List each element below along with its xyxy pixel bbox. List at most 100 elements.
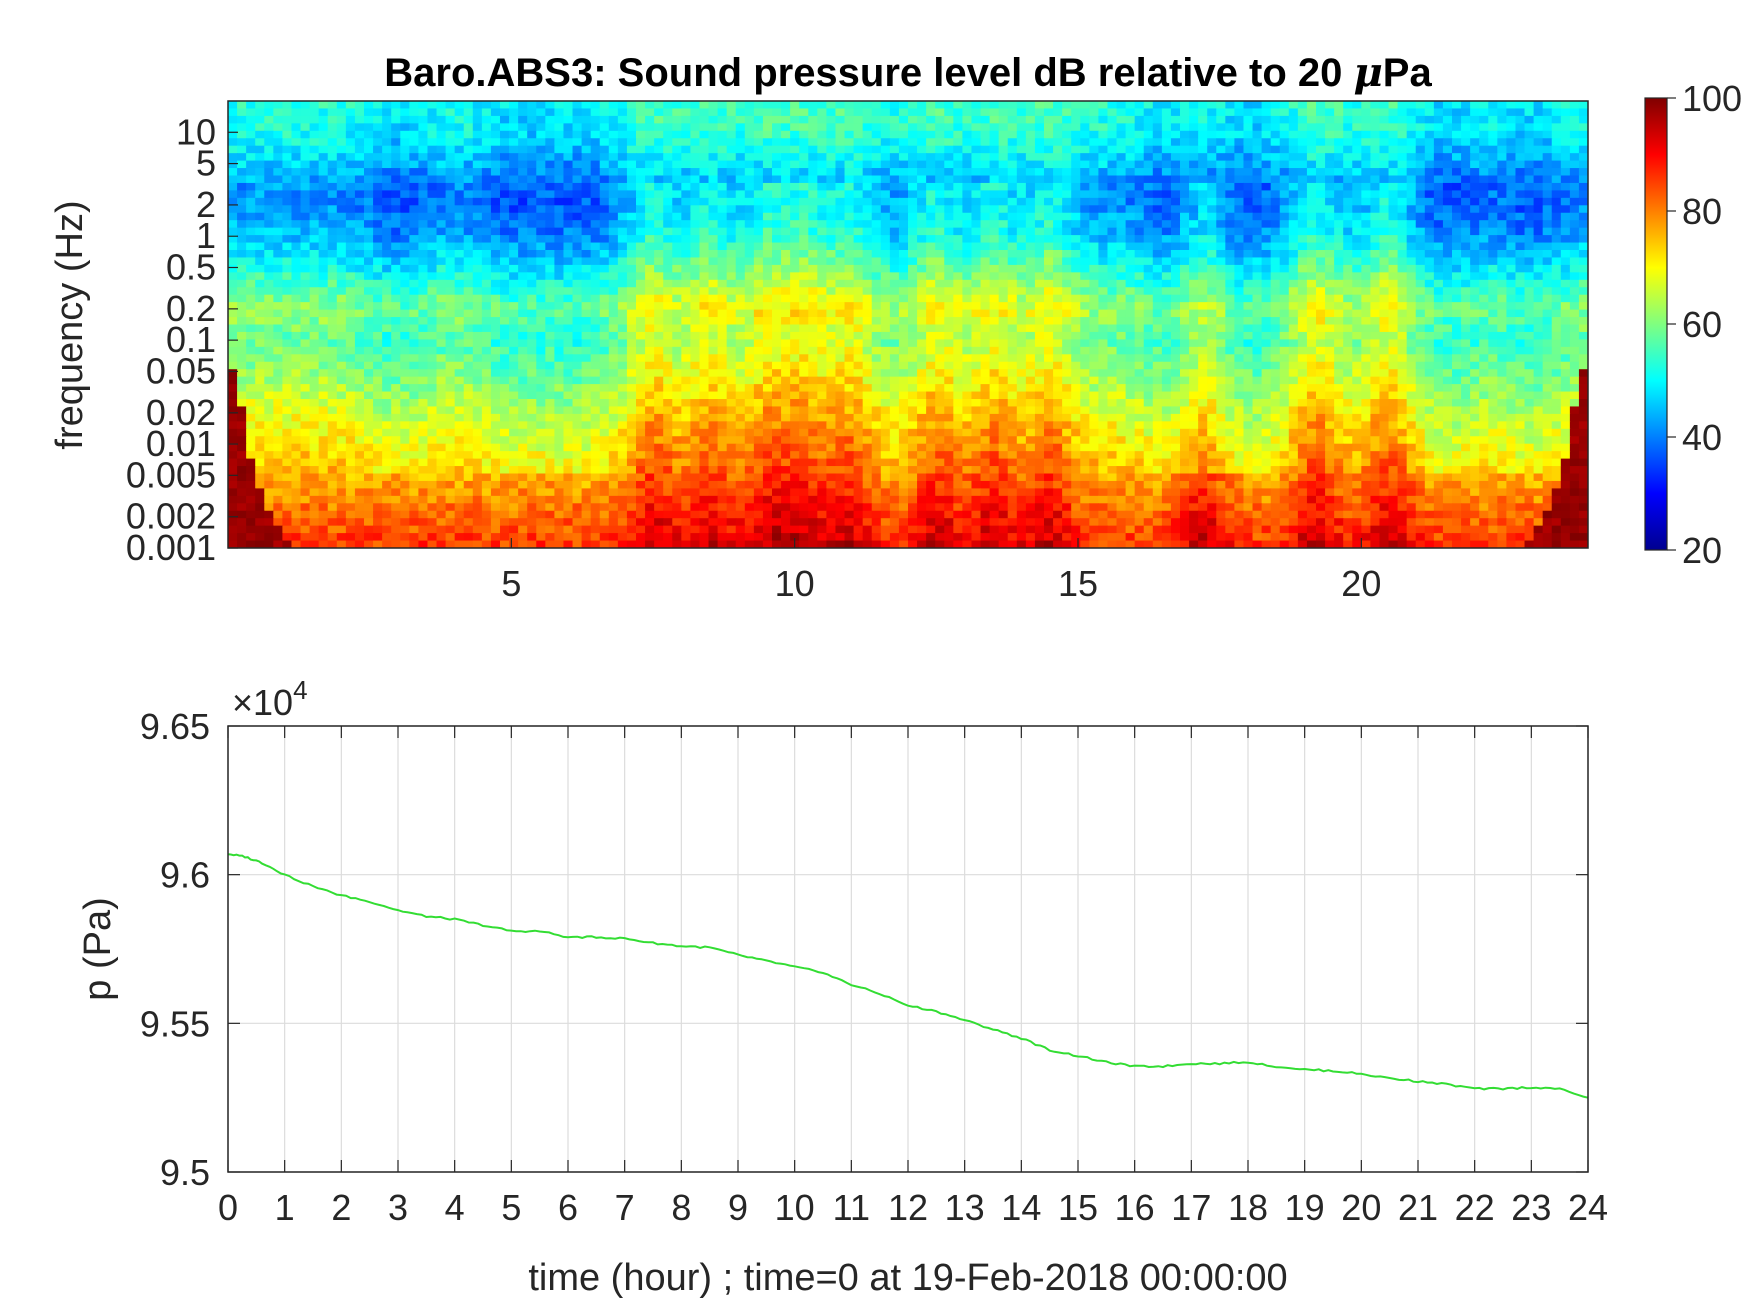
- spectrogram-cell: [1198, 250, 1208, 259]
- spectrogram-cell: [1442, 212, 1453, 221]
- spectrogram-cell: [744, 205, 755, 214]
- spectrogram-cell: [799, 294, 809, 303]
- spectrogram-cell: [1442, 227, 1453, 236]
- spectrogram-cell: [626, 287, 637, 296]
- spectrogram-cell: [744, 242, 755, 251]
- spectrogram-cell: [327, 182, 338, 191]
- spectrogram-cell: [1252, 123, 1263, 132]
- spectrogram-cell: [1134, 227, 1145, 236]
- spectrogram-cell: [545, 145, 555, 154]
- spectrogram-cell: [1207, 287, 1217, 296]
- spectrogram-cell: [599, 153, 610, 162]
- spectrogram-cell: [790, 123, 800, 132]
- spectrogram-cell: [1288, 101, 1299, 110]
- spectrogram-cell: [400, 309, 410, 318]
- spectrogram-cell: [1288, 182, 1299, 191]
- spectrogram-cell: [608, 168, 619, 177]
- spectrogram-cell: [772, 257, 782, 266]
- spectrogram-cell: [1406, 272, 1417, 281]
- spectrogram-cell: [309, 324, 320, 333]
- spectrogram-cell: [835, 257, 846, 266]
- spectrogram-cell: [862, 115, 873, 124]
- spectrogram-cell: [309, 205, 320, 214]
- spectrogram-cell: [527, 294, 537, 303]
- spectrogram-cell: [626, 212, 637, 221]
- spectrogram-cell: [626, 242, 637, 251]
- spectrogram-cell: [772, 339, 782, 348]
- spectrogram-cell: [1560, 339, 1571, 348]
- spectrogram-cell: [309, 153, 320, 162]
- spectrogram-cell: [364, 182, 374, 191]
- spectrogram-cell: [808, 294, 818, 303]
- spectrogram-cell: [1180, 287, 1190, 296]
- spectrogram-cell: [1352, 272, 1362, 281]
- spectrogram-cell: [463, 235, 474, 244]
- spectrogram-cell: [1306, 317, 1317, 326]
- spectrogram-cell: [871, 235, 882, 244]
- spectrogram-cell: [617, 108, 628, 117]
- spectrogram-cell: [345, 302, 356, 311]
- spectrogram-cell: [844, 212, 855, 221]
- spectrogram-cell: [391, 153, 401, 162]
- spectrogram-cell: [590, 264, 601, 273]
- spectrogram-cell: [1533, 101, 1544, 110]
- spectrogram-cell: [1542, 145, 1553, 154]
- spectrogram-cell: [1397, 287, 1408, 296]
- spectrogram-cell: [536, 101, 546, 110]
- spectrogram-cell: [454, 212, 465, 221]
- spectrogram-cell: [1506, 115, 1517, 124]
- spectrogram-cell: [1116, 190, 1127, 199]
- spectrogram-cell: [1515, 101, 1526, 110]
- spectrogram-cell: [581, 227, 592, 236]
- spectrogram-cell: [554, 264, 565, 273]
- spectrogram-cell: [1071, 294, 1081, 303]
- spectrogram-cell: [717, 168, 728, 177]
- spectrogram-cell: [1189, 339, 1199, 348]
- spectrogram-cell: [1243, 235, 1254, 244]
- spectrogram-cell: [472, 175, 483, 184]
- spectrogram-cell: [1080, 302, 1090, 311]
- spectrogram-cell: [264, 287, 274, 296]
- spectrogram-cell: [1116, 324, 1127, 333]
- spectrogram-cell: [980, 317, 991, 326]
- spectrogram-cell: [908, 212, 918, 221]
- spectrogram-cell: [672, 101, 682, 110]
- spectrogram-cell: [908, 101, 918, 110]
- spectrogram-cell: [926, 272, 936, 281]
- spectrogram-cell: [1180, 145, 1190, 154]
- spectrogram-cell: [545, 115, 555, 124]
- spectrogram-cell: [1306, 153, 1317, 162]
- spectrogram-cell: [735, 160, 746, 169]
- spectrogram-cell: [690, 101, 701, 110]
- spectrogram-cell: [1452, 302, 1462, 311]
- spectrogram-cell: [690, 227, 701, 236]
- spectrogram-cell: [989, 279, 1000, 288]
- spectrogram-cell: [1506, 168, 1517, 177]
- spectrogram-cell: [1198, 190, 1208, 199]
- spectrogram-cell: [853, 197, 864, 206]
- spectrogram-cell: [1379, 294, 1390, 303]
- spectrogram-cell: [1098, 220, 1109, 229]
- spectrogram-cell: [1270, 302, 1281, 311]
- spectrogram-cell: [989, 175, 1000, 184]
- spectrogram-cell: [463, 190, 474, 199]
- spectrogram-cell: [1461, 101, 1471, 110]
- spectrogram-cell: [1297, 220, 1308, 229]
- spectrogram-cell: [1125, 331, 1136, 340]
- spectrogram-cell: [636, 331, 646, 340]
- spectrogram-cell: [1279, 197, 1290, 206]
- spectrogram-cell: [926, 205, 936, 214]
- spectrogram-cell: [445, 302, 456, 311]
- spectrogram-cell: [327, 324, 338, 333]
- spectrogram-cell: [228, 108, 238, 117]
- spectrogram-cell: [1533, 220, 1544, 229]
- spectrogram-cell: [409, 138, 419, 147]
- spectrogram-cell: [590, 250, 601, 259]
- spectrogram-cell: [626, 235, 637, 244]
- spectrogram-cell: [1560, 115, 1571, 124]
- spectrogram-cell: [1470, 279, 1480, 288]
- spectrogram-cell: [563, 145, 574, 154]
- spectrogram-cell: [1506, 205, 1517, 214]
- spectrogram-cell: [1270, 101, 1281, 110]
- spectrogram-cell: [1488, 339, 1498, 348]
